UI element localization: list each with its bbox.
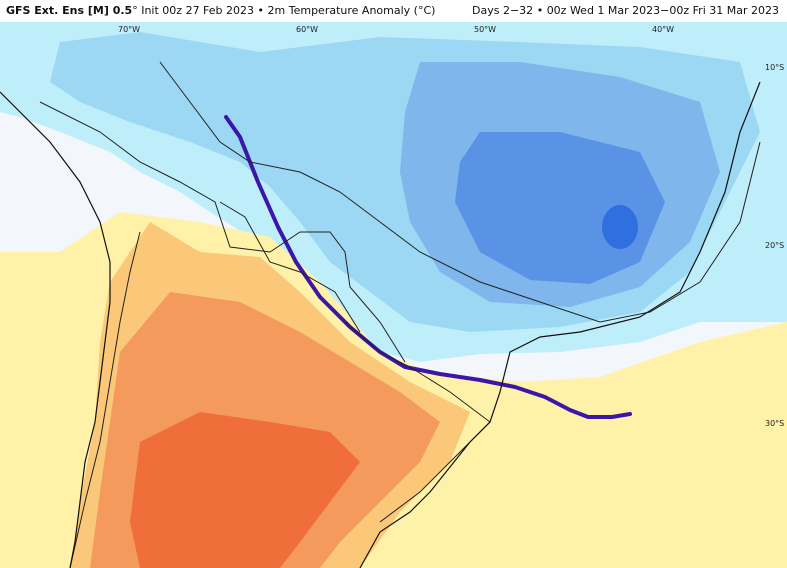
map-canvas: 70°W 60°W 50°W 40°W 10°S 20°S 30°S xyxy=(0,22,787,568)
coastline xyxy=(359,81,761,568)
header-left: GFS Ext. Ens [M] 0.5° Init 00z 27 Feb 20… xyxy=(6,4,436,17)
lat-label-30s: 30°S xyxy=(765,419,784,428)
country-borders xyxy=(39,61,761,568)
valid-range: 00z Wed 1 Mar 2023−00z Fri 31 Mar 2023 xyxy=(546,4,779,17)
lon-label-60w: 60°W xyxy=(296,25,318,34)
chart-header: GFS Ext. Ens [M] 0.5° Init 00z 27 Feb 20… xyxy=(0,0,787,22)
lat-label-20s: 20°S xyxy=(765,241,784,250)
cool-anomaly-core xyxy=(602,205,638,249)
lon-label-50w: 50°W xyxy=(474,25,496,34)
lon-label-40w: 40°W xyxy=(652,25,674,34)
anomaly-boundary-line xyxy=(224,115,632,419)
lon-label-70w: 70°W xyxy=(118,25,140,34)
variable-name: 2m Temperature Anomaly (°C) xyxy=(267,4,436,17)
model-name: GFS Ext. Ens [M] 0.5 xyxy=(6,4,133,17)
forecast-days: Days 2−32 xyxy=(472,4,534,17)
lat-label-10s: 10°S xyxy=(765,63,784,72)
header-right: Days 2−32 • 00z Wed 1 Mar 2023−00z Fri 3… xyxy=(472,4,779,17)
west-coastline xyxy=(0,91,111,568)
warm-anomaly-stronger xyxy=(130,412,360,568)
init-time: Init 00z 27 Feb 2023 xyxy=(141,4,255,17)
anomaly-map[interactable]: 70°W 60°W 50°W 40°W 10°S 20°S 30°S xyxy=(0,22,787,568)
